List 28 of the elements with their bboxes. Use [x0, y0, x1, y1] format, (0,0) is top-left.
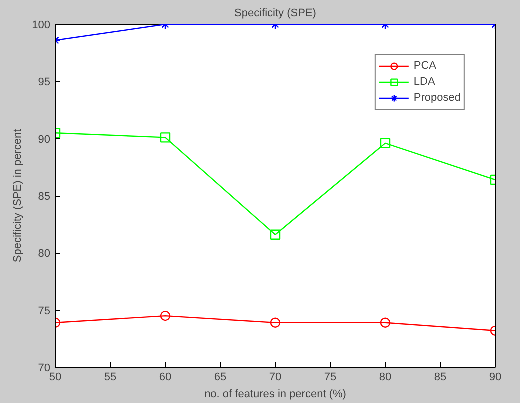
y-tick-label: 70: [38, 362, 51, 374]
x-tick-label: 60: [159, 372, 172, 384]
y-tick-label: 90: [38, 134, 51, 146]
x-tick-label: 85: [434, 372, 447, 384]
y-tick-label: 85: [38, 191, 51, 203]
point: [380, 318, 391, 328]
point: [270, 318, 281, 328]
point: [380, 138, 391, 149]
y-tick-label: 75: [38, 305, 51, 318]
point: [160, 132, 171, 143]
x-tick-label: 50: [49, 372, 62, 384]
x-tick-label: 80: [379, 372, 392, 384]
x-tick-label: 70: [269, 372, 282, 384]
point: [160, 310, 171, 322]
y-tick-label: 80: [38, 248, 51, 260]
legend-label: PCA: [414, 59, 437, 74]
y-tick-label: 95: [38, 76, 51, 89]
legend-label: LDA: [414, 75, 436, 90]
chart-title: Specificity (SPE): [234, 8, 316, 20]
x-axis-title: no. of features in percent (%): [204, 388, 346, 400]
point: [270, 230, 281, 240]
x-tick-label: 65: [214, 372, 227, 384]
legend-label: Proposed: [414, 91, 461, 106]
x-tick-label: 55: [104, 372, 117, 384]
y-axis-title: Specificity (SPE) in percent: [12, 129, 24, 263]
x-tick-label: 75: [324, 372, 337, 384]
y-tick-label: 100: [32, 20, 51, 32]
x-tick-label: 90: [489, 372, 502, 384]
